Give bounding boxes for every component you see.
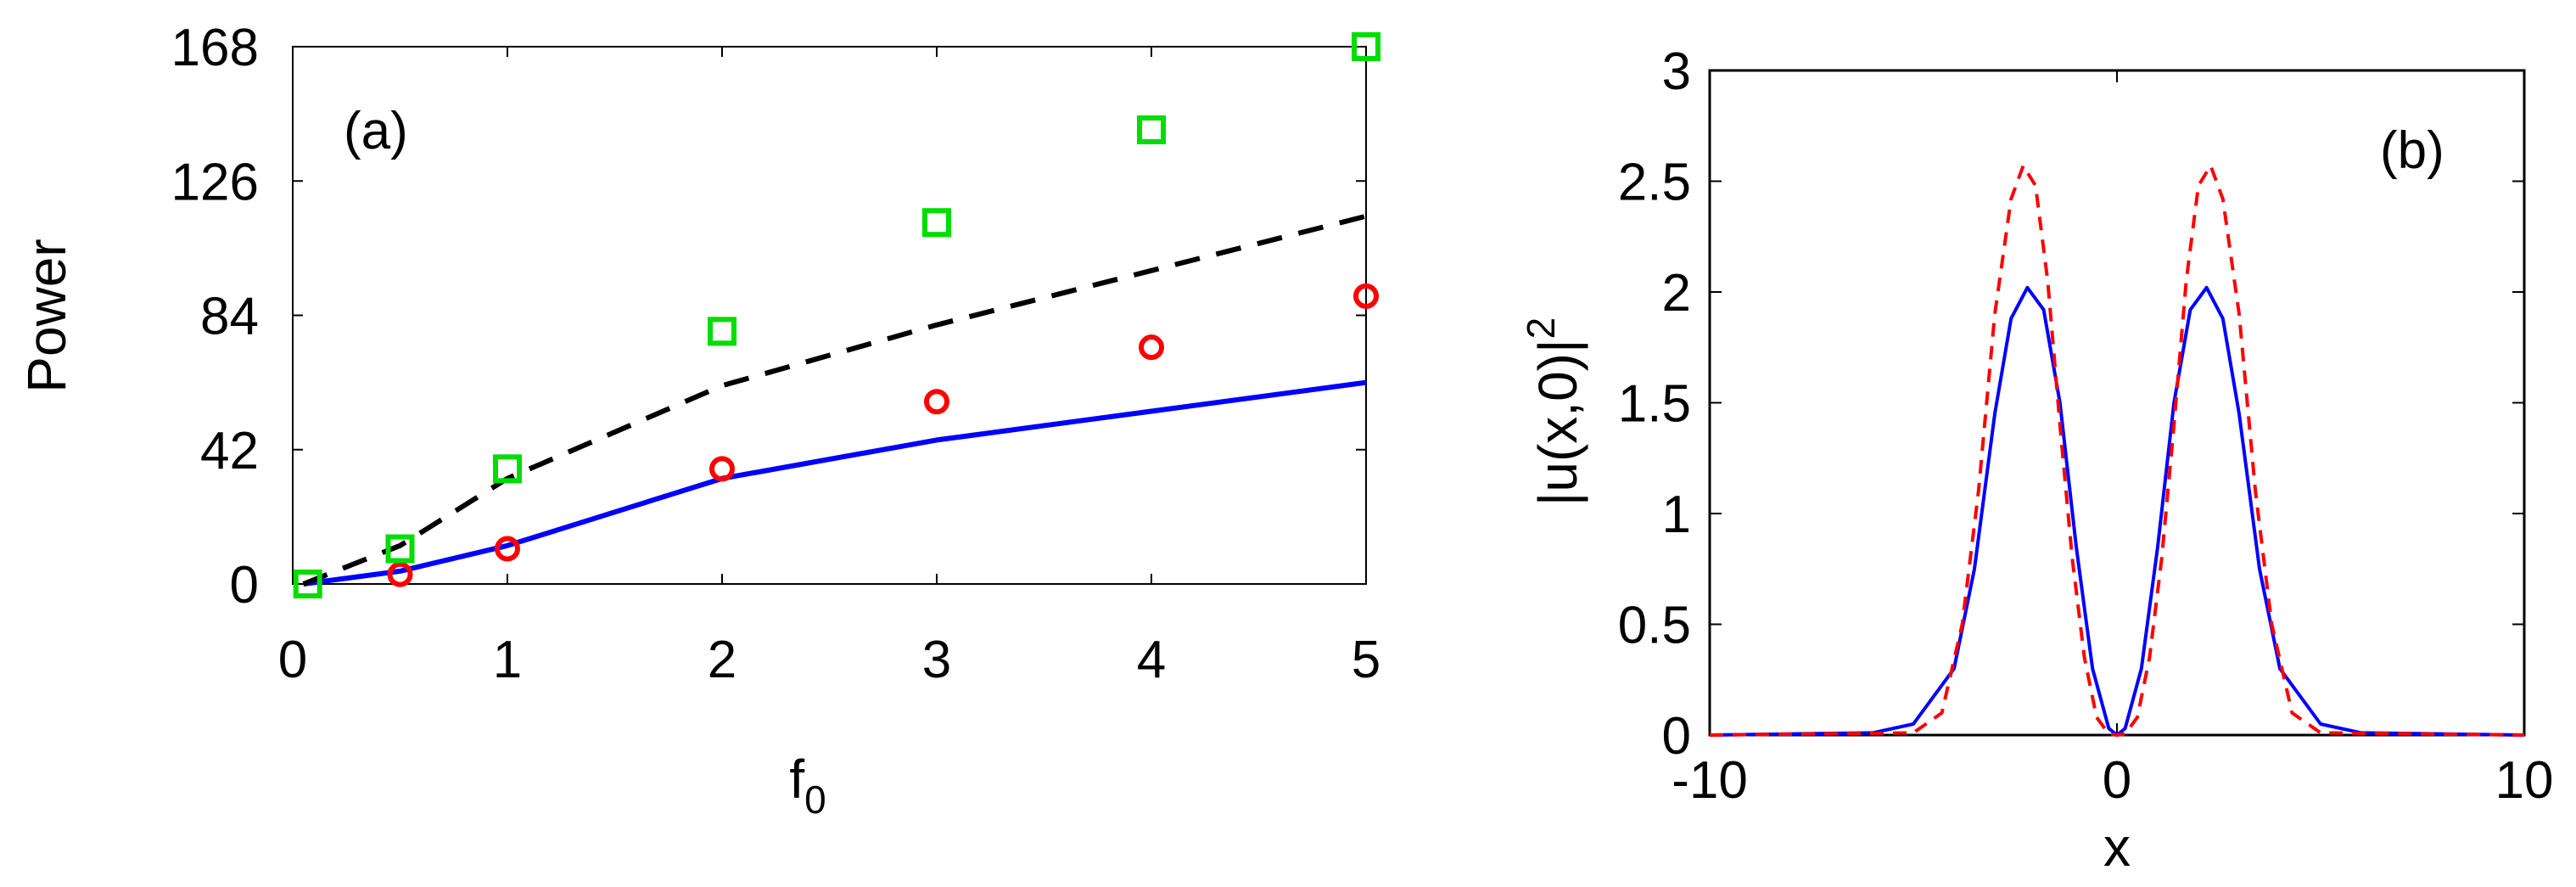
panel-b-x-tick-label: 10 bbox=[2495, 751, 2554, 810]
panel-a-x-tick-label: 2 bbox=[708, 631, 736, 689]
panel-a-circle-marker bbox=[924, 389, 949, 415]
panel-a-circle-marker bbox=[495, 536, 520, 562]
panel-a-y-axis-label: Power bbox=[16, 239, 77, 392]
panel-a-series-solid-line bbox=[303, 379, 1367, 587]
panel-a-square-marker bbox=[1352, 32, 1380, 61]
panel-b-y-tick-label: 2.5 bbox=[1618, 154, 1691, 212]
panel-b-y-tick-label: 2 bbox=[1662, 264, 1691, 323]
panel-a-xlabel-sub: 0 bbox=[804, 778, 826, 822]
panel-a-circle-marker bbox=[1353, 283, 1379, 309]
panel-b-ylabel-main: |u(x,0)| bbox=[1527, 339, 1588, 506]
panel-a-x-tick-label: 5 bbox=[1352, 631, 1380, 689]
panel-b-y-tick-label: 1 bbox=[1662, 486, 1691, 544]
panel-b-series bbox=[1709, 164, 2525, 737]
panel-a-y-tick-label: 0 bbox=[230, 556, 259, 615]
panel-a-y-tick-label: 126 bbox=[171, 153, 259, 211]
panel-a-series bbox=[293, 32, 1380, 598]
panel-a-ticks: 0 1 2 3 4 5 0 42 84 126 168 bbox=[171, 19, 1381, 689]
panel-a-series-dashed-line bbox=[302, 213, 1367, 587]
panel-a-square-marker bbox=[708, 317, 736, 346]
panel-a-x-tick-label: 3 bbox=[922, 631, 951, 689]
panel-a-xlabel-main: f bbox=[789, 749, 804, 810]
panel-b-y-tick-label: 1.5 bbox=[1618, 375, 1691, 434]
panel-a-x-tick-label: 4 bbox=[1137, 631, 1166, 689]
panel-b-ylabel-sup: 2 bbox=[1519, 317, 1563, 340]
panel-a-x-tick-label: 1 bbox=[493, 631, 522, 689]
panel-b-y-axis-label: |u(x,0)|2 bbox=[1519, 317, 1588, 506]
panel-a-circle-marker bbox=[387, 561, 413, 587]
panel-a-x-tick-label: 0 bbox=[278, 631, 307, 689]
panel-a-circle-marker bbox=[1139, 334, 1164, 361]
panel-b-y-tick-label: 0 bbox=[1662, 707, 1691, 766]
panel-a-plot-frame bbox=[292, 46, 1367, 585]
panel-a-y-tick-label: 84 bbox=[200, 288, 259, 346]
panel-a-y-tick-label: 168 bbox=[171, 19, 259, 77]
panel-a-square-marker bbox=[922, 208, 951, 238]
panel-b-x-tick-label: -10 bbox=[1672, 751, 1748, 810]
panel-b-series-solid-line bbox=[1709, 285, 2525, 737]
panel-a-y-tick-label: 42 bbox=[200, 422, 259, 480]
panel-b-y-tick-label: 0.5 bbox=[1618, 597, 1691, 655]
panel-b-x-axis-label: x bbox=[2103, 817, 2131, 878]
panel-a-circle-marker bbox=[709, 456, 735, 482]
panel-a-square-marker bbox=[385, 534, 415, 564]
panel-a-square-marker bbox=[1137, 115, 1166, 144]
panel-a-x-axis-label: f0 bbox=[789, 749, 826, 822]
panel-b-y-tick-label: 3 bbox=[1662, 42, 1691, 101]
panel-b-label: (b) bbox=[2380, 121, 2444, 180]
panel-b-x-tick-label: 0 bbox=[2103, 751, 2131, 810]
panel-a-label: (a) bbox=[344, 102, 408, 160]
panel-a-square-marker bbox=[493, 454, 522, 484]
panel-b-series-dashed-line bbox=[1709, 164, 2525, 737]
panel-a-square-marker bbox=[293, 570, 322, 598]
